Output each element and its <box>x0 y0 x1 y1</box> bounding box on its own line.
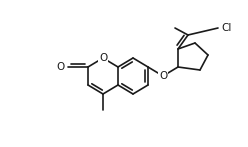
Text: O: O <box>159 71 167 81</box>
Text: O: O <box>57 62 65 72</box>
Text: Cl: Cl <box>221 23 231 33</box>
Text: O: O <box>99 53 107 63</box>
